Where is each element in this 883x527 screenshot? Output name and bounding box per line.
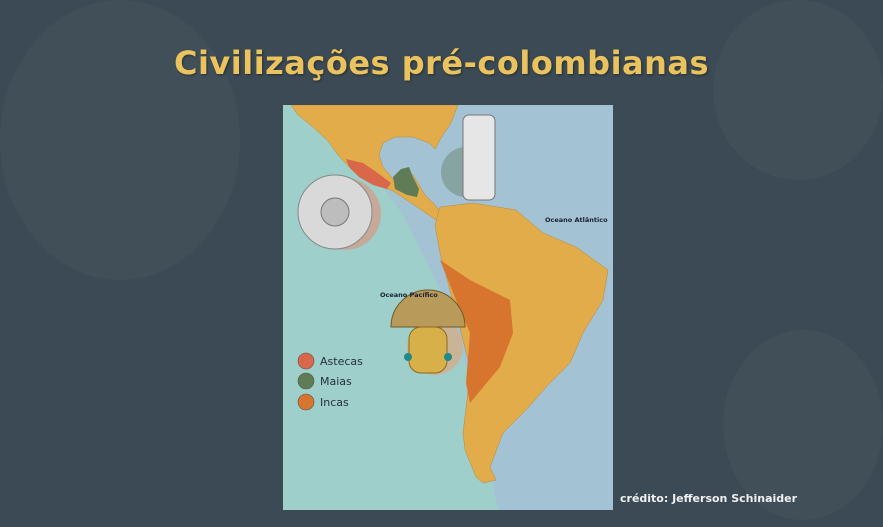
pacific-ocean-label: Oceano Pacífico bbox=[380, 291, 438, 299]
background-decoration bbox=[713, 0, 883, 180]
maya-region bbox=[393, 167, 419, 197]
legend-label-maias: Maias bbox=[320, 375, 352, 388]
legend-label-incas: Incas bbox=[320, 396, 349, 409]
maya-glyph-artifact bbox=[462, 114, 496, 201]
legend-swatch-maias bbox=[297, 372, 315, 390]
legend: Astecas Maias Incas bbox=[297, 352, 363, 411]
slide-title: Civilizações pré-colombianas bbox=[173, 44, 710, 82]
inca-mask-artifact bbox=[390, 289, 466, 328]
inca-mask-gem bbox=[444, 353, 452, 361]
background-decoration bbox=[0, 0, 240, 280]
aztec-calendar-center bbox=[320, 197, 350, 227]
aztec-region bbox=[346, 159, 391, 189]
legend-swatch-incas bbox=[297, 393, 315, 411]
legend-swatch-astecas bbox=[297, 352, 315, 370]
legend-label-astecas: Astecas bbox=[320, 355, 363, 368]
inca-mask-gem bbox=[404, 353, 412, 361]
inca-region bbox=[440, 260, 513, 403]
atlantic-ocean-label: Oceano Atlântico bbox=[545, 216, 608, 224]
inca-mask-face bbox=[408, 326, 448, 374]
americas-map: Oceano Atlântico Oceano Pacífico Astecas… bbox=[283, 105, 613, 510]
image-credit: crédito: Jefferson Schinaider bbox=[620, 492, 798, 505]
